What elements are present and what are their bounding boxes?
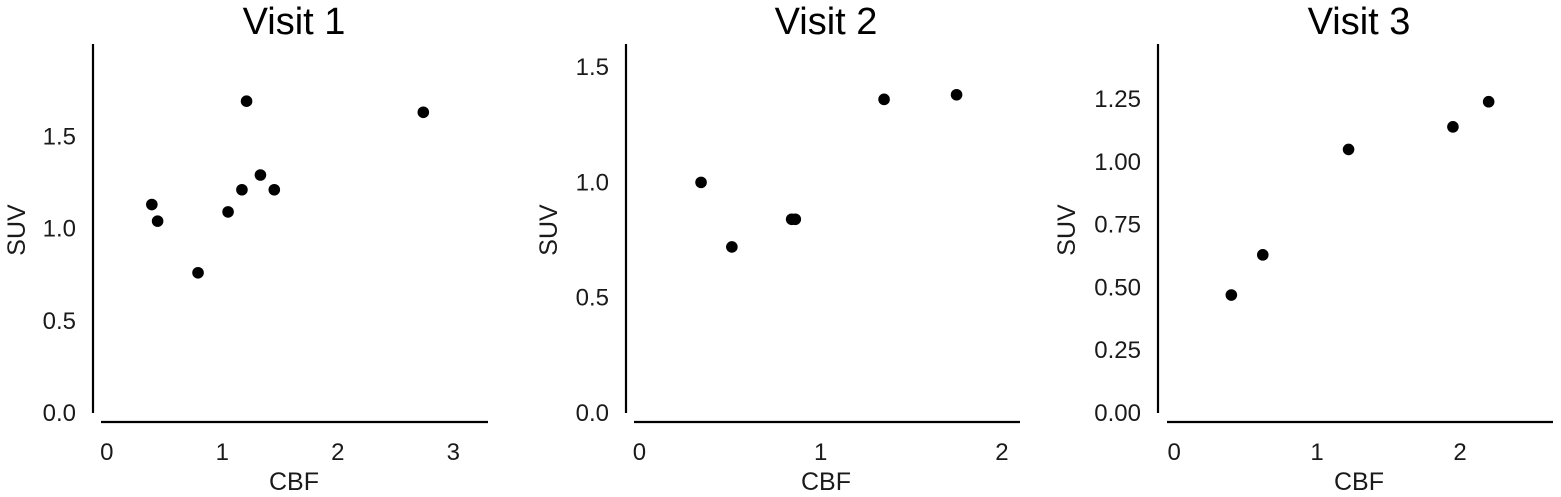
x-axis-label: CBF — [801, 468, 851, 496]
data-point — [146, 198, 158, 211]
y-tick-label: 1.0 — [43, 216, 76, 243]
data-point — [222, 206, 234, 218]
x-tick-label: 1 — [216, 439, 229, 466]
y-tick-label: 0.5 — [576, 285, 609, 312]
y-axis-label: SUV — [3, 204, 31, 256]
x-tick-label: 0 — [100, 439, 113, 466]
x-tick-labels: 0 1 2 — [633, 439, 1009, 466]
data-points — [1225, 95, 1495, 301]
data-point — [254, 169, 267, 181]
data-point — [726, 241, 738, 253]
data-point — [1225, 289, 1238, 301]
data-point — [236, 183, 248, 196]
x-axis-label: CBF — [1334, 468, 1384, 496]
data-point — [878, 93, 890, 106]
y-tick-label: 1.5 — [43, 123, 76, 150]
data-point — [1256, 249, 1269, 261]
x-tick-labels: 0 1 2 3 — [100, 439, 460, 466]
x-tick-label: 2 — [331, 439, 344, 466]
y-tick-label: 1.5 — [576, 54, 609, 81]
data-point — [695, 176, 707, 189]
y-axis-label: SUV — [535, 204, 563, 256]
data-point — [151, 215, 164, 227]
y-axis-label: SUV — [1053, 204, 1081, 256]
data-point — [192, 266, 204, 279]
x-tick-label: 2 — [995, 439, 1008, 466]
x-tick-label: 1 — [1310, 439, 1323, 466]
y-tick-label: 0.25 — [1094, 337, 1141, 364]
data-point — [1342, 143, 1355, 156]
y-tick-label: 0.5 — [43, 308, 76, 335]
y-tick-label: 1.0 — [576, 169, 609, 196]
data-points — [695, 88, 963, 253]
data-point — [240, 95, 253, 107]
x-tick-label: 0 — [633, 439, 646, 466]
data-point — [1482, 95, 1495, 108]
y-tick-label: 0.0 — [43, 400, 76, 427]
data-point — [1447, 121, 1459, 133]
y-tick-label: 0.50 — [1094, 274, 1141, 301]
panel-visit-1: Visit 1 SUV CBF 0.0 0.5 1.0 1.5 0 1 2 3 — [3, 1, 488, 496]
data-point — [950, 88, 963, 101]
panel-title: Visit 3 — [1308, 1, 1411, 43]
y-tick-label: 0.75 — [1094, 212, 1141, 239]
y-tick-label: 0.00 — [1094, 400, 1141, 427]
panel-visit-2: Visit 2 SUV CBF 0.0 0.5 1.0 1.5 0 1 2 — [535, 1, 1020, 496]
y-tick-label: 1.00 — [1094, 149, 1141, 176]
x-axis-label: CBF — [269, 468, 319, 496]
y-tick-labels: 0.00 0.25 0.50 0.75 1.00 1.25 — [1094, 86, 1141, 427]
panel-title: Visit 2 — [775, 1, 878, 43]
x-tick-labels: 0 1 2 — [1167, 439, 1466, 466]
data-point — [789, 213, 802, 226]
x-tick-label: 3 — [447, 439, 460, 466]
y-tick-labels: 0.0 0.5 1.0 1.5 — [576, 54, 609, 427]
x-tick-label: 0 — [1167, 439, 1180, 466]
x-tick-label: 2 — [1453, 439, 1466, 466]
panel-title: Visit 1 — [243, 1, 346, 43]
y-tick-label: 1.25 — [1094, 86, 1141, 113]
data-points — [146, 95, 430, 279]
y-tick-label: 0.0 — [576, 400, 609, 427]
x-tick-label: 1 — [814, 439, 827, 466]
data-point — [268, 183, 281, 196]
data-point — [417, 106, 430, 119]
y-tick-labels: 0.0 0.5 1.0 1.5 — [43, 123, 76, 427]
panel-visit-3: Visit 3 SUV CBF 0.00 0.25 0.50 0.75 1.00 1.25… — [1053, 1, 1553, 496]
